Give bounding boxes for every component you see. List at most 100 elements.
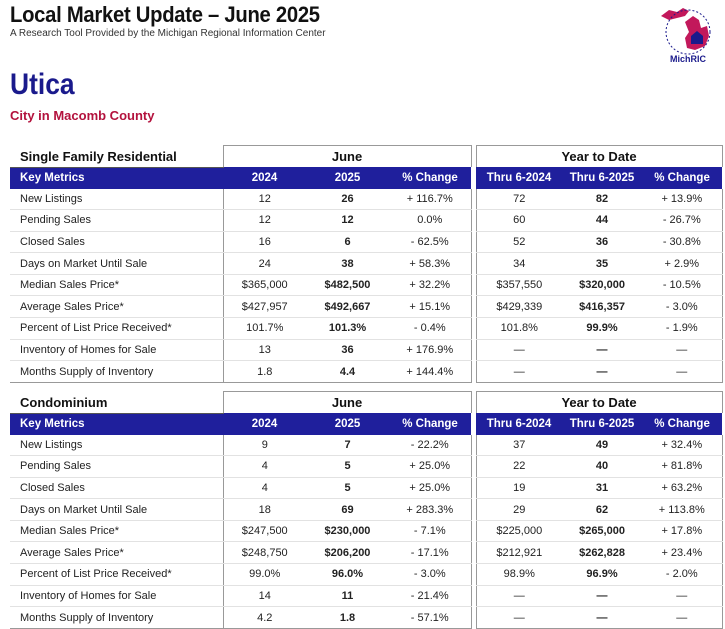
table-row: Months Supply of Inventory 4.2 1.8- 57.1% —… <box>10 606 723 629</box>
value-2024: 12 <box>222 188 306 211</box>
michigan-map-icon <box>661 8 711 55</box>
value-thru-2024: 60 <box>475 209 563 232</box>
col-pct-change: % Change <box>389 413 472 435</box>
value-2025: 11 <box>306 585 389 608</box>
value-2025: 26 <box>306 188 389 211</box>
value-thru-2025: — <box>562 360 643 383</box>
metric-label: Percent of List Price Received* <box>10 563 223 586</box>
metric-label: Inventory of Homes for Sale <box>10 339 223 362</box>
column-header-row: Key Metrics 2024 2025 % Change Thru 6-20… <box>10 167 723 189</box>
value-thru-2025: 82 <box>562 188 643 211</box>
value-2025: 38 <box>306 252 389 275</box>
pct-change: - 22.2% <box>389 434 472 457</box>
value-thru-2025: 62 <box>562 498 643 521</box>
pct-change: + 25.0% <box>389 455 472 478</box>
value-thru-2025: 96.9% <box>562 563 643 586</box>
value-2024: 14 <box>222 585 306 608</box>
table-row: Inventory of Homes for Sale 13 36 + 176.9% —… <box>10 339 723 362</box>
value-2025: 4.4 <box>306 360 389 383</box>
col-thru-2024: Thru 6-2024 <box>476 413 563 435</box>
col-2025: 2025 <box>306 167 389 189</box>
month-group-header: June <box>222 145 472 167</box>
ytd-pct-change: + 32.4% <box>642 434 723 457</box>
metric-label: Inventory of Homes for Sale <box>10 585 223 608</box>
col-2024: 2024 <box>223 167 306 189</box>
table-row: Inventory of Homes for Sale 14 11- 21.4% — —… <box>10 585 723 608</box>
value-2025: $206,200 <box>306 541 389 565</box>
pct-change: + 58.3% <box>389 252 472 275</box>
value-thru-2024: — <box>475 339 563 362</box>
value-thru-2025: $416,357 <box>562 295 643 319</box>
ytd-pct-change: + 23.4% <box>642 541 723 565</box>
metric-label: Days on Market Until Sale <box>10 498 223 521</box>
metric-label: Percent of List Price Received* <box>10 317 223 340</box>
col-thru-2025: Thru 6-2025 <box>562 413 643 435</box>
table-row: Days on Market Until Sale 24 38 + 58.3% 34 35… <box>10 252 723 275</box>
ytd-pct-change: — <box>642 339 723 362</box>
metric-label: Months Supply of Inventory <box>10 606 223 629</box>
ytd-pct-change: + 63.2% <box>642 477 723 500</box>
value-thru-2024: $225,000 <box>475 520 563 543</box>
table-row: Pending Sales 4 5 + 25.0% 22 40 + 81.8% <box>10 455 723 478</box>
value-thru-2024: 34 <box>475 252 563 275</box>
value-thru-2025: 36 <box>562 231 643 254</box>
value-thru-2024: 101.8% <box>475 317 563 340</box>
value-2024: $247,500 <box>222 520 306 543</box>
single-family-section: Single Family Residential June Year to D… <box>10 145 723 383</box>
metric-label: Closed Sales <box>10 477 223 500</box>
value-thru-2024: — <box>475 360 563 383</box>
single-family-table: Single Family Residential June Year to D… <box>10 145 723 383</box>
pct-change: + 15.1% <box>389 295 472 319</box>
value-thru-2025: 31 <box>562 477 643 500</box>
value-thru-2025: 44 <box>562 209 643 232</box>
pct-change: + 116.7% <box>389 188 472 211</box>
value-thru-2025: — <box>562 585 643 608</box>
pct-change: - 3.0% <box>389 563 472 586</box>
pct-change: - 21.4% <box>389 585 472 608</box>
value-thru-2025: $320,000 <box>562 274 643 297</box>
value-2024: 24 <box>222 252 306 275</box>
ytd-pct-change: — <box>642 606 723 629</box>
value-thru-2024: 52 <box>475 231 563 254</box>
table-row: Average Sales Price* $427,957 $492,667 + 15… <box>10 295 723 319</box>
pct-change: - 7.1% <box>389 520 472 543</box>
value-thru-2025: 49 <box>562 434 643 457</box>
pct-change: - 57.1% <box>389 606 472 629</box>
table-row: Pending Sales 12 12 0.0% 60 44- 26.7% <box>10 209 723 232</box>
ytd-pct-change: + 17.8% <box>642 520 723 543</box>
value-2024: 4 <box>222 455 306 478</box>
pct-change: - 0.4% <box>389 317 472 340</box>
value-thru-2024: 19 <box>475 477 563 500</box>
ytd-group-header: Year to Date <box>475 391 723 413</box>
value-thru-2025: — <box>562 339 643 362</box>
pct-change: - 17.1% <box>389 541 472 565</box>
ytd-pct-change: — <box>642 585 723 608</box>
value-2025: $482,500 <box>306 274 389 297</box>
col-ytd-pct-change: % Change <box>642 167 723 189</box>
ytd-group-header: Year to Date <box>475 145 723 167</box>
value-2025: 69 <box>306 498 389 521</box>
value-2025: 1.8 <box>306 606 389 629</box>
metric-label: Closed Sales <box>10 231 223 254</box>
table-row: Average Sales Price* $248,750 $206,200- 17… <box>10 541 723 565</box>
county-label: City in Macomb County <box>10 108 155 123</box>
value-2024: 12 <box>222 209 306 232</box>
metric-label: New Listings <box>10 188 223 211</box>
col-2025: 2025 <box>306 413 389 435</box>
section-title: Condominium <box>10 391 223 414</box>
col-thru-2025: Thru 6-2025 <box>562 167 643 189</box>
value-2025: 101.3% <box>306 317 389 340</box>
value-2025: 7 <box>306 434 389 457</box>
value-2024: 13 <box>222 339 306 362</box>
ytd-pct-change: + 81.8% <box>642 455 723 478</box>
metric-label: Pending Sales <box>10 455 223 478</box>
ytd-pct-change: - 30.8% <box>642 231 723 254</box>
col-2024: 2024 <box>223 413 306 435</box>
value-2025: $230,000 <box>306 520 389 543</box>
value-2024: 9 <box>222 434 306 457</box>
value-thru-2024: 29 <box>475 498 563 521</box>
value-2025: 5 <box>306 455 389 478</box>
value-thru-2024: 98.9% <box>475 563 563 586</box>
pct-change: + 144.4% <box>389 360 472 383</box>
logo-text: MichRIC <box>670 54 706 64</box>
